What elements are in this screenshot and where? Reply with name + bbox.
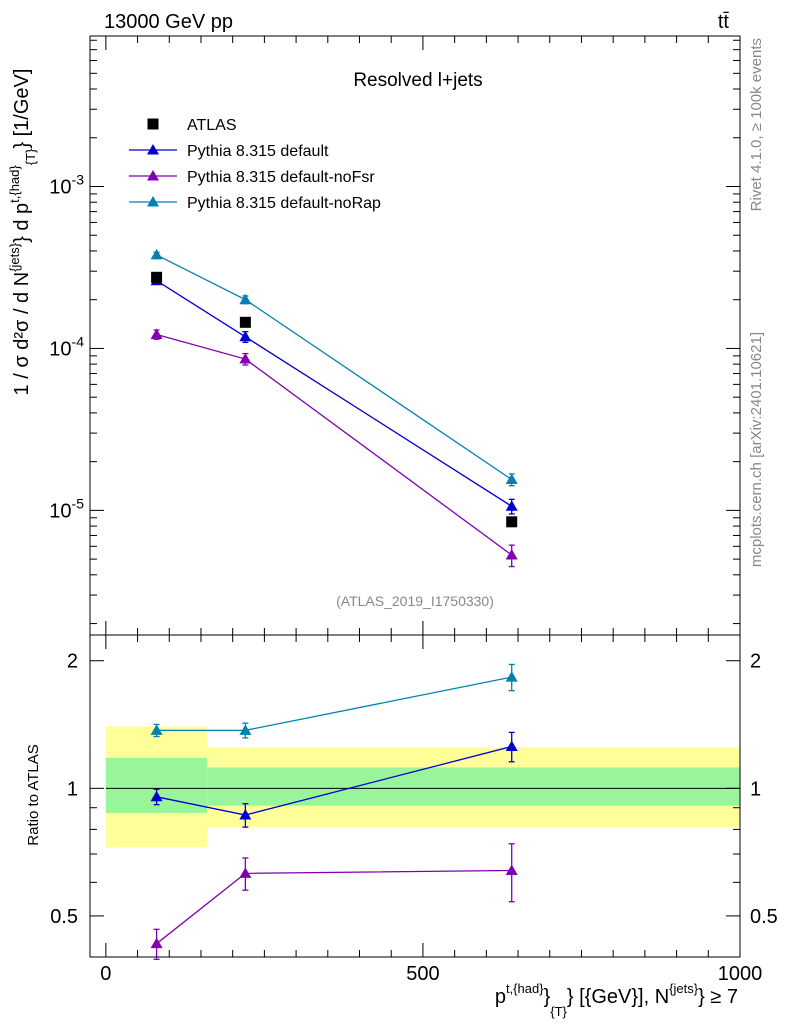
legend-label-0: ATLAS — [187, 117, 237, 134]
ratio-y-tick-label-left-1: 1 — [67, 778, 78, 800]
x-axis-label: pt,{had}}{T}} [{GeV}], N{jets}} ≥ 7 — [495, 981, 738, 1019]
legend-marker-0 — [147, 118, 159, 130]
ratio-panel: 0 500 1000 0.5 0.5 1 1 2 2 Ratio to ATLAS pt,{ha… — [25, 634, 778, 1019]
legend-marker-3 — [147, 196, 159, 207]
ratio-series-2-point-2 — [505, 671, 518, 682]
x-tick-label-1: 500 — [406, 963, 439, 985]
panel-title: Resolved l+jets — [353, 70, 482, 91]
main-series-3-point-1 — [239, 293, 252, 305]
main-y-label-sup1: {jets} — [7, 242, 22, 272]
process-label: tt̄ — [718, 11, 730, 33]
main-y-label-sub2: {T} — [23, 148, 38, 165]
main-series-0-point-2 — [506, 516, 518, 528]
main-y-label-main: 1 / σ d²σ / d N — [11, 272, 33, 396]
main-series-1-line — [156, 280, 513, 507]
analysis-id: (ATLAS_2019_I1750330) — [336, 593, 494, 609]
main-series-2-point-2 — [505, 549, 518, 560]
x-label-sup1: t,{had} — [506, 981, 544, 996]
main-y-label-mid: } d p — [11, 203, 33, 243]
main-y-tick-label-1: 10-4 — [49, 333, 84, 360]
ratio-series-0-point-1 — [239, 809, 252, 820]
ratio-frame — [89, 634, 741, 958]
main-series-3-point-2 — [505, 473, 518, 485]
ratio-y-tick-label-left-2: 2 — [67, 651, 78, 673]
ratio-y-tick-label-left-0: 0.5 — [50, 906, 78, 928]
x-label-sub1: {T} — [550, 1004, 567, 1019]
ratio-series-0-point-0 — [150, 790, 163, 802]
legend: ATLAS Pythia 8.315 default Pythia 8.315 de… — [129, 117, 381, 212]
main-y-tick-label-2: 10-3 — [49, 172, 84, 199]
x-tick-label-0: 0 — [100, 963, 111, 985]
ratio-y-tick-label-right-0: 0.5 — [750, 906, 778, 928]
main-series-0-point-1 — [239, 316, 251, 328]
ratio-series-1-point-0 — [150, 937, 163, 949]
ratio-y-axis-label: Ratio to ATLAS — [25, 744, 42, 845]
ratio-y-tick-label-right-2: 2 — [750, 651, 761, 673]
ratio-series-2-point-0 — [150, 724, 163, 735]
ratio-axes: 0 500 1000 0.5 0.5 1 1 2 2 — [50, 635, 778, 985]
x-label-p: p — [495, 986, 506, 1008]
ratio-data-layer — [150, 663, 518, 960]
ratio-series-1-point-2 — [505, 864, 518, 875]
mcplots-label: mcplots.cern.ch [arXiv:2401.10621] — [748, 332, 765, 567]
ratio-series-2-line — [156, 676, 512, 732]
main-y-tick-label-0: 10-5 — [49, 495, 84, 522]
legend-label-3: Pythia 8.315 default-noRap — [187, 195, 381, 212]
ratio-bands — [105, 726, 740, 848]
main-y-tick-base-1: 10 — [49, 338, 71, 360]
main-series-1-point-2 — [505, 500, 518, 511]
legend-label-1: Pythia 8.315 default — [187, 143, 329, 160]
ratio-series-0-point-2 — [505, 740, 518, 752]
ratio-series-1-point-1 — [239, 867, 252, 878]
main-data-layer — [150, 248, 518, 568]
x-label-after: } [{GeV}], N — [567, 986, 669, 1008]
main-y-label-sup2: t,{had} — [7, 165, 22, 203]
legend-marker-1 — [147, 144, 159, 155]
main-y-tick-base-0: 10 — [49, 500, 71, 522]
x-label-mid: } — [544, 986, 551, 1008]
main-y-tick-base-2: 10 — [49, 177, 71, 199]
main-series-1-point-1 — [239, 330, 252, 342]
main-series-0-point-0 — [151, 271, 163, 283]
main-y-tick-exp-0: -5 — [72, 495, 85, 511]
main-y-axis-label: 1 / σ d²σ / d N{jets}} d pt,{had}{T}} [1… — [7, 69, 38, 396]
main-y-tick-exp-1: -4 — [72, 333, 85, 349]
ratio-series-1-line — [156, 869, 512, 945]
main-series-3-line — [156, 254, 513, 481]
main-series-2-line — [156, 333, 513, 556]
main-y-label-tail: } [1/GeV] — [11, 69, 33, 149]
rivet-label: Rivet 4.1.0, ≥ 100k events — [748, 38, 765, 211]
band-inner-1 — [207, 767, 740, 806]
x-tick-label-2: 1000 — [718, 963, 763, 985]
main-y-tick-exp-2: -3 — [72, 172, 85, 188]
legend-marker-2 — [147, 170, 159, 181]
x-label-sup2: {jets} — [669, 981, 699, 996]
main-series-2-point-0 — [150, 328, 163, 339]
x-label-end: } ≥ 7 — [698, 986, 738, 1008]
main-series-2-point-1 — [239, 353, 252, 364]
legend-label-2: Pythia 8.315 default-noFsr — [187, 169, 375, 186]
main-axes: 10-510-410-3 — [49, 36, 741, 635]
ratio-series-2-point-1 — [239, 724, 252, 735]
ratio-y-tick-label-right-1: 1 — [750, 778, 761, 800]
main-series-3-point-0 — [150, 248, 163, 260]
energy-label: 13000 GeV pp — [104, 11, 233, 33]
main-panel: 10-510-410-3 Resolved l+jets (ATLAS_2019… — [7, 35, 741, 636]
